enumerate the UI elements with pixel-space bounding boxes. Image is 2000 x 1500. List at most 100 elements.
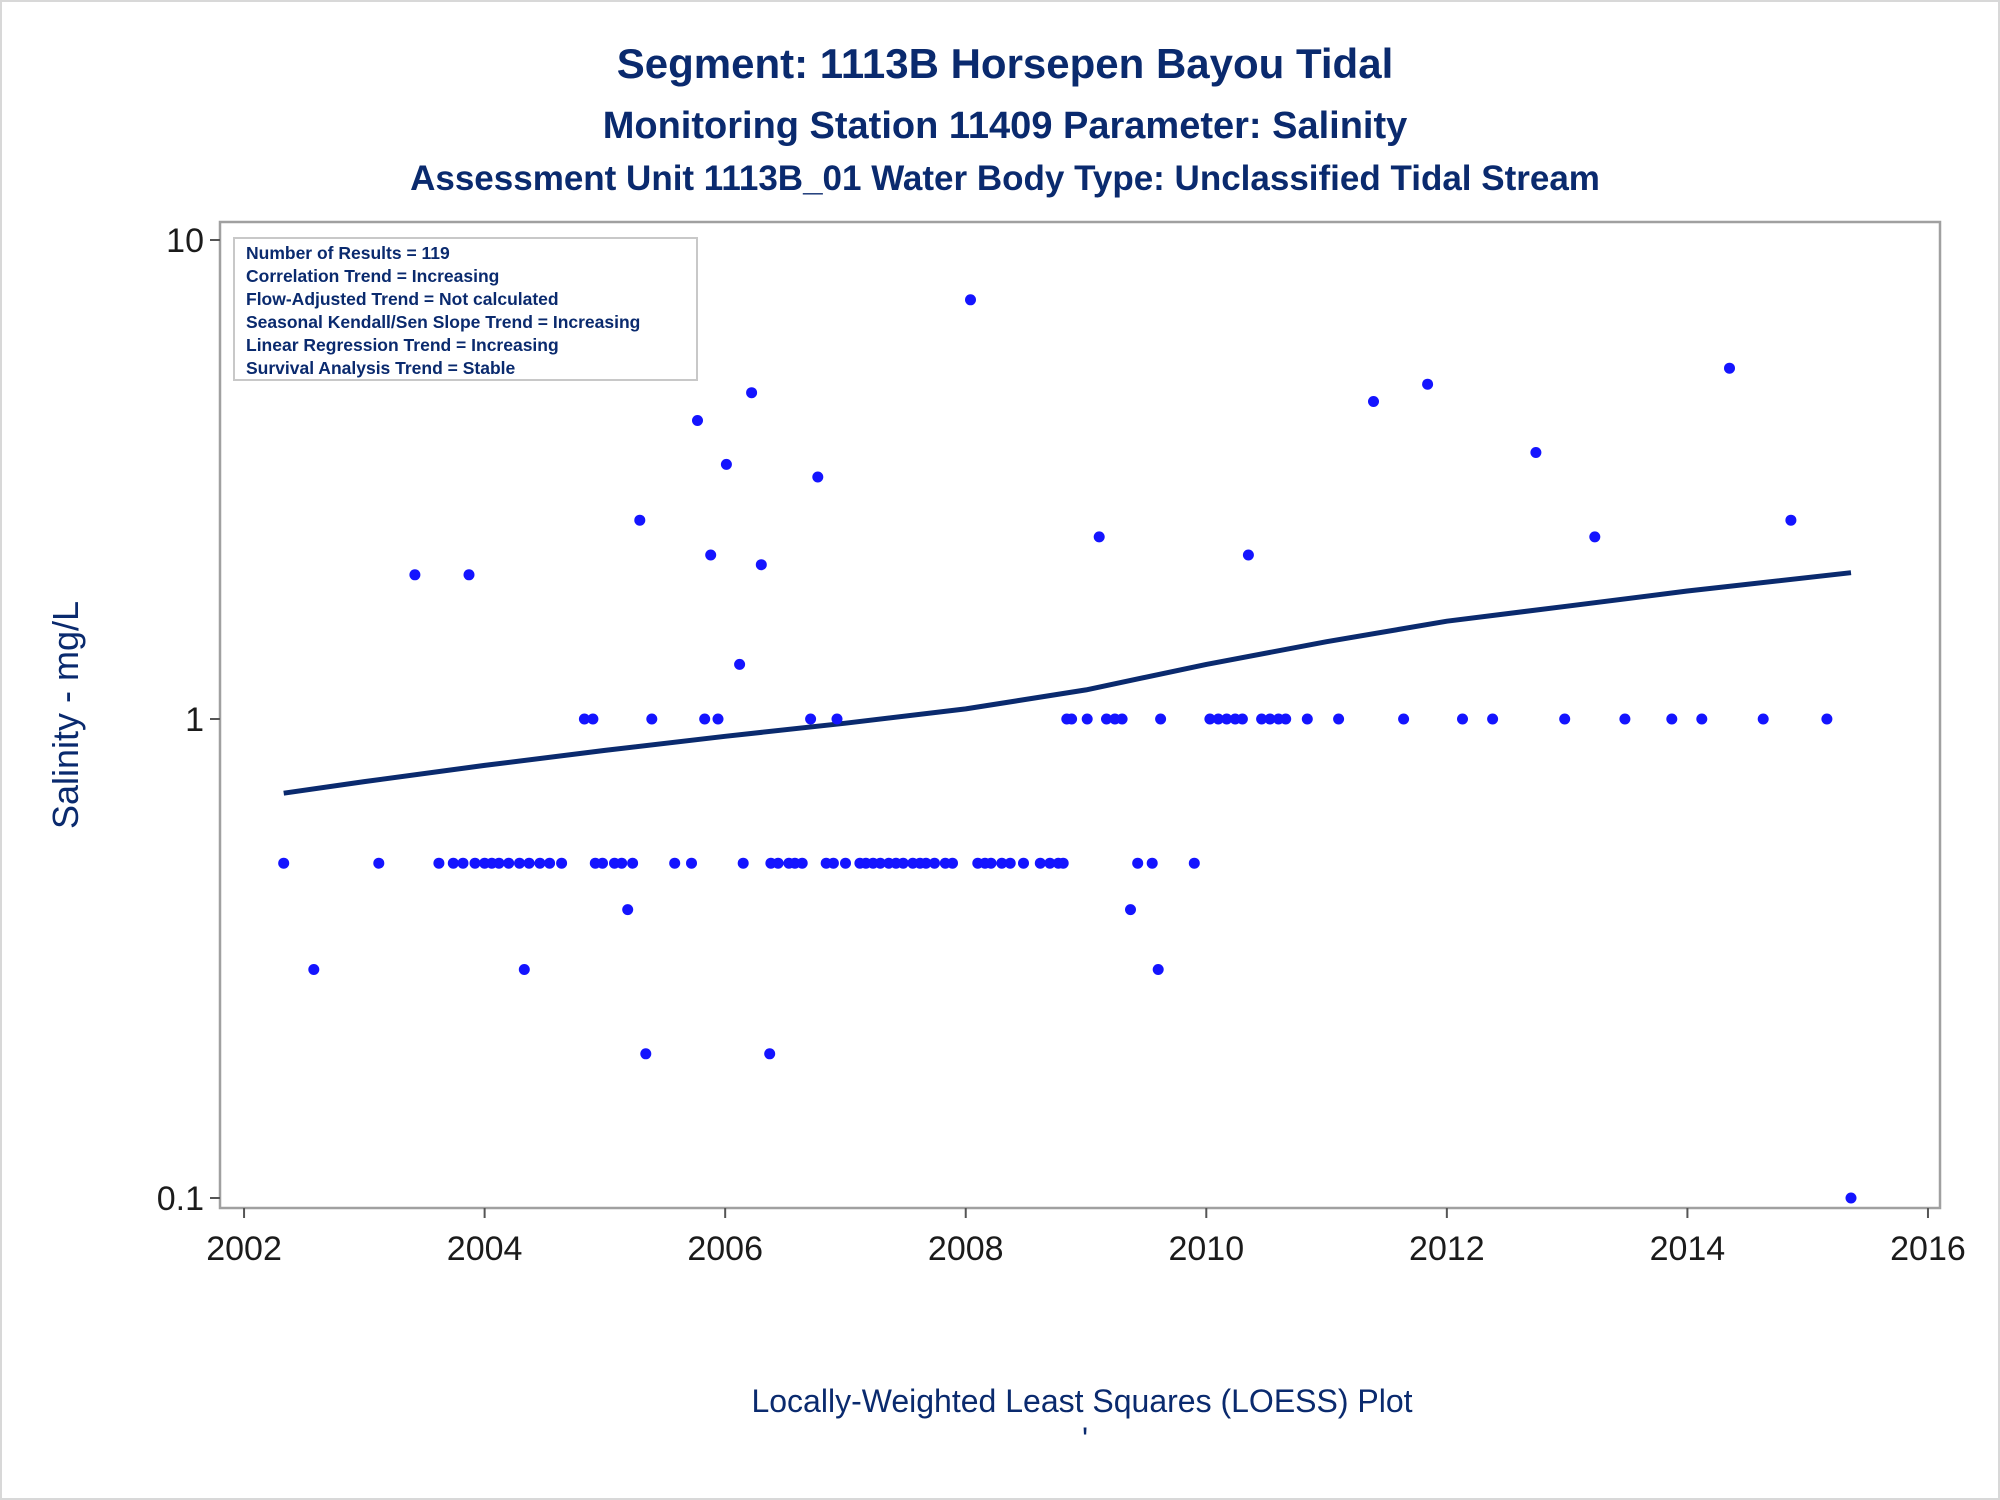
data-point: [640, 1048, 652, 1060]
data-point: [447, 857, 459, 869]
data-point: [1066, 713, 1078, 725]
data-point: [897, 857, 909, 869]
data-point: [514, 857, 525, 869]
loess-trend-line: [283, 570, 1852, 796]
x-tick-label: 2016: [1890, 1230, 1966, 1268]
data-point: [705, 549, 717, 561]
data-point: [720, 458, 732, 470]
data-point: [1132, 857, 1144, 869]
data-point: [1619, 713, 1631, 725]
stat-flow-adjusted-trend: Flow-Adjusted Trend = Not calculated: [246, 289, 559, 309]
data-point: [622, 904, 634, 916]
data-point: [699, 713, 711, 725]
data-point: [1821, 713, 1833, 725]
data-point: [493, 857, 505, 869]
data-point: [1146, 857, 1158, 869]
data-point: [1212, 713, 1224, 725]
data-point: [985, 857, 997, 869]
data-point: [1221, 713, 1233, 725]
data-point: [1204, 713, 1216, 725]
data-point: [1034, 857, 1046, 869]
data-point: [1757, 713, 1769, 725]
x-axis: 2002 2004 2006 2008 2010 2012 2014 2016: [206, 1208, 1966, 1268]
data-point: [734, 658, 746, 670]
data-point: [831, 713, 843, 725]
y-tick-label: 0.1: [157, 1180, 204, 1218]
data-point: [1116, 713, 1128, 725]
data-point: [1422, 378, 1434, 390]
x-axis-label: Locally-Weighted Least Squares (LOESS) P…: [751, 1383, 1412, 1419]
footnote-mark: ': [1082, 1421, 1088, 1457]
data-point: [812, 471, 824, 483]
data-point: [965, 294, 976, 306]
data-point: [523, 857, 535, 869]
stats-box-border: [233, 237, 698, 381]
data-point: [1785, 514, 1797, 526]
data-point: [1018, 857, 1029, 869]
data-point: [1666, 713, 1678, 725]
data-point: [805, 713, 817, 725]
data-point: [518, 964, 530, 975]
data-point: [1236, 713, 1248, 725]
data-point: [409, 569, 421, 581]
data-point: [712, 713, 724, 725]
data-point: [1845, 1192, 1857, 1204]
chart-subtitle-1: Monitoring Station 11409 Parameter: Sali…: [603, 105, 1408, 147]
x-tick-label: 2014: [1650, 1230, 1726, 1268]
data-point: [469, 857, 481, 869]
data-point: [503, 857, 515, 869]
data-point: [1155, 713, 1167, 725]
x-tick-label: 2002: [206, 1230, 282, 1268]
y-tick-label: 10: [166, 222, 204, 260]
data-point: [764, 1048, 776, 1060]
data-point: [616, 857, 628, 869]
data-point: [1125, 904, 1136, 916]
data-point: [1724, 362, 1735, 374]
data-point: [1093, 531, 1105, 543]
data-point: [1044, 857, 1056, 869]
plot-area: [218, 220, 1942, 1210]
data-point: [1256, 713, 1268, 725]
data-point: [1696, 713, 1708, 725]
data-point: [1457, 713, 1468, 725]
data-point: [874, 857, 886, 869]
x-tick-label: 2012: [1409, 1230, 1485, 1268]
stat-number-of-results: Number of Results = 119: [246, 243, 450, 263]
x-tick-label: 2008: [928, 1230, 1004, 1268]
stat-correlation-trend: Correlation Trend = Increasing: [246, 266, 499, 286]
y-axis: 0.1 1 10: [157, 222, 220, 1218]
data-point: [578, 713, 590, 725]
data-point: [1057, 857, 1069, 869]
data-point: [1152, 964, 1164, 975]
data-point: [556, 857, 568, 869]
data-point: [1589, 531, 1601, 543]
stat-linear-regression-trend: Linear Regression Trend = Increasing: [246, 335, 559, 355]
data-point: [1188, 857, 1200, 869]
data-point: [1398, 713, 1410, 725]
data-point: [587, 713, 599, 725]
data-point: [1559, 713, 1571, 725]
data-point: [692, 415, 703, 426]
x-tick-label: 2010: [1168, 1230, 1244, 1268]
data-point: [1242, 549, 1254, 561]
data-point: [947, 857, 958, 869]
y-axis-label: Salinity - mg/L: [45, 601, 86, 829]
data-point: [308, 964, 320, 975]
data-point: [627, 857, 639, 869]
data-point: [737, 857, 749, 869]
data-point: [1004, 857, 1016, 869]
data-points: [278, 294, 1857, 1204]
data-point: [457, 857, 469, 869]
data-point: [278, 857, 290, 869]
stat-survival-analysis-trend: Survival Analysis Trend = Stable: [246, 358, 516, 378]
data-point: [1301, 713, 1313, 725]
y-tick-label: 1: [185, 701, 204, 739]
data-point: [544, 857, 556, 869]
x-tick-label: 2006: [687, 1230, 763, 1268]
data-point: [1487, 713, 1499, 725]
data-point: [1264, 713, 1276, 725]
data-point: [634, 514, 646, 526]
data-point: [996, 857, 1008, 869]
data-point: [929, 857, 940, 869]
